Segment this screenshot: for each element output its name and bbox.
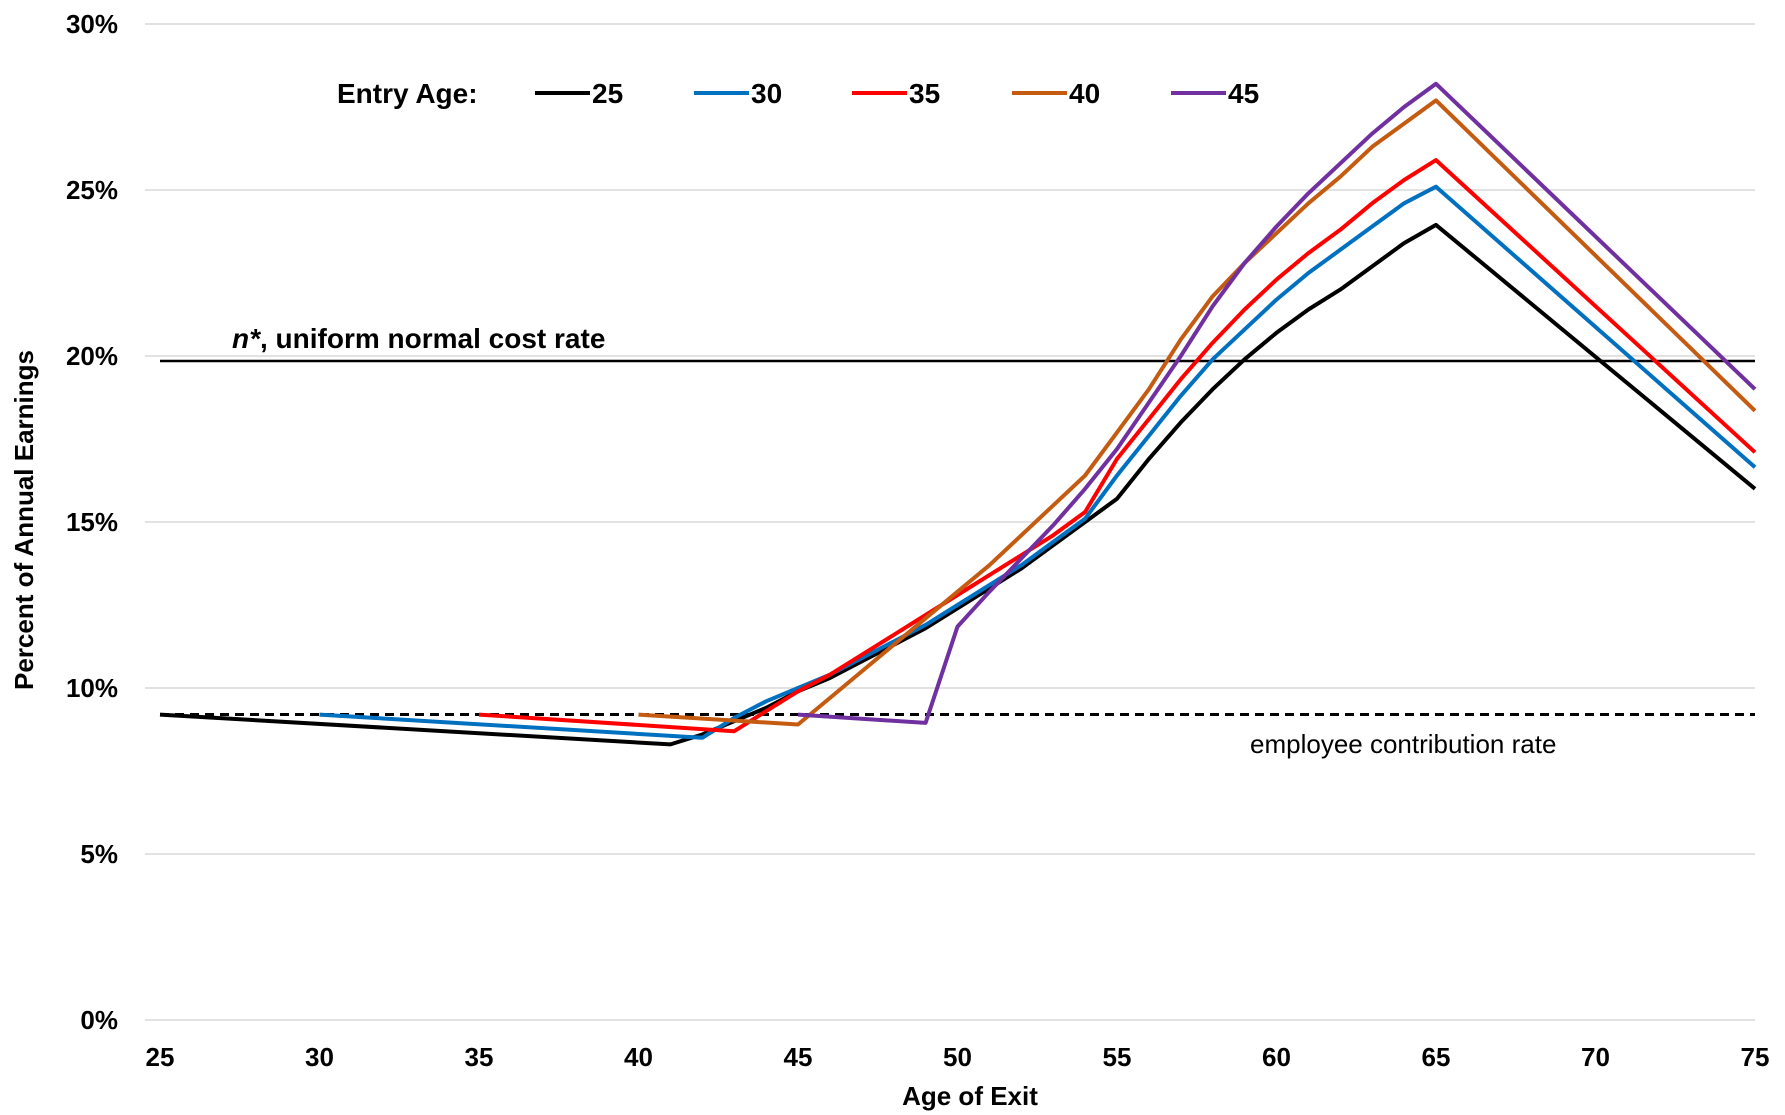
x-tick-label: 30: [305, 1042, 334, 1072]
x-tick-label: 40: [624, 1042, 653, 1072]
reference-lines: [160, 359, 1755, 717]
y-tick-label: 15%: [66, 507, 118, 537]
employee-contribution-label: employee contribution rate: [1250, 729, 1556, 759]
series-line-entry-age-35: [478, 158, 1757, 734]
legend-label: 25: [592, 78, 623, 109]
x-tick-label: 55: [1103, 1042, 1132, 1072]
legend: Entry Age: 25 30 35 40 45: [337, 78, 1259, 109]
x-tick-label: 75: [1741, 1042, 1770, 1072]
x-tick-label: 35: [465, 1042, 494, 1072]
nstar-description: , uniform normal cost rate: [260, 323, 605, 354]
y-tick-label: 10%: [66, 673, 118, 703]
legend-label: 45: [1228, 78, 1259, 109]
legend-title: Entry Age:: [337, 78, 478, 109]
x-tick-label: 65: [1422, 1042, 1451, 1072]
x-tick-label: 50: [943, 1042, 972, 1072]
series-line-entry-age-30: [319, 184, 1757, 740]
y-tick-labels: 0% 5% 10% 15% 20% 25% 30%: [66, 9, 118, 1035]
x-tick-label: 25: [146, 1042, 175, 1072]
x-tick-label: 60: [1262, 1042, 1291, 1072]
legend-label: 40: [1069, 78, 1100, 109]
y-tick-label: 0%: [80, 1005, 118, 1035]
y-tick-label: 20%: [66, 341, 118, 371]
legend-label: 30: [751, 78, 782, 109]
legend-label: 35: [909, 78, 940, 109]
y-tick-label: 25%: [66, 175, 118, 205]
x-tick-labels: 25 30 35 40 45 50 55 60 65 70 75: [146, 1042, 1770, 1072]
x-tick-label: 45: [784, 1042, 813, 1072]
series-lines: [159, 81, 1757, 747]
x-axis-title: Age of Exit: [902, 1081, 1038, 1111]
grid-lines: [145, 23, 1755, 1021]
uniform-normal-cost-label: n*, uniform normal cost rate: [232, 323, 605, 354]
series-line-entry-age-25: [159, 222, 1757, 747]
x-tick-label: 70: [1581, 1042, 1610, 1072]
y-tick-label: 5%: [80, 839, 118, 869]
nstar-symbol: n*: [232, 323, 261, 354]
series-line-entry-age-45: [797, 81, 1757, 725]
series-line-entry-age-40: [638, 98, 1757, 727]
y-axis-title: Percent of Annual Earnings: [9, 350, 39, 690]
y-tick-label: 30%: [66, 9, 118, 39]
